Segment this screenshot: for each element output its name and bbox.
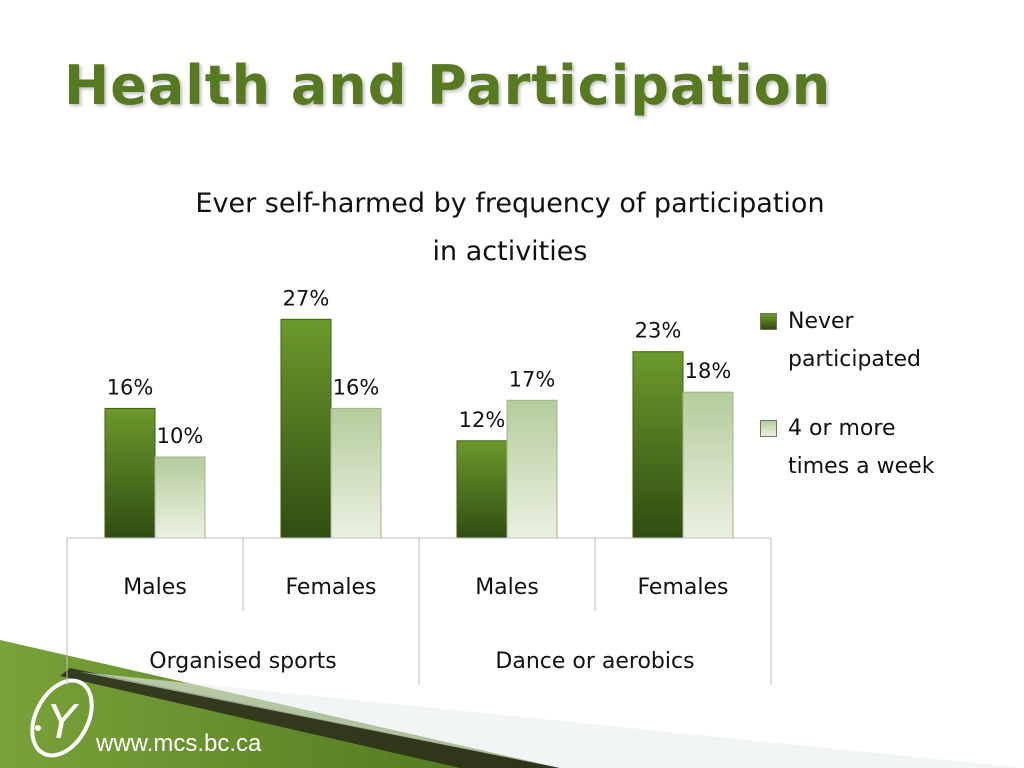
legend-label-line: Never <box>788 309 854 334</box>
bar-never-0 <box>104 407 156 539</box>
data-label: 27% <box>283 286 330 310</box>
legend-item-never-participated: Never participated <box>760 303 968 379</box>
bar-frequent-0 <box>154 456 206 539</box>
legend-label-line: times a week <box>788 454 935 479</box>
bar-frequent-2 <box>506 399 558 539</box>
slide-title: Health and Participation <box>64 54 832 117</box>
bar-never-3 <box>632 351 684 539</box>
bar-never-2 <box>456 440 508 539</box>
footer-light-stripe <box>80 672 1024 768</box>
legend-label-line: participated <box>788 347 922 372</box>
data-label: 17% <box>509 367 556 391</box>
category-label: Males <box>475 575 539 600</box>
category-axis: Males Females Males Females Organised sports… <box>66 537 772 685</box>
data-label: 23% <box>635 319 682 343</box>
legend-label-4-or-more: 4 or more times a week <box>788 410 968 486</box>
category-label: Females <box>637 575 728 600</box>
chart-title: Ever self-harmed by frequency of partici… <box>130 180 890 276</box>
data-label: 18% <box>685 359 732 383</box>
logo: Y <box>30 678 94 758</box>
logo-ring <box>30 678 94 758</box>
footer-url[interactable]: www.mcs.bc.ca <box>96 730 262 757</box>
group-label: Dance or aerobics <box>495 649 694 674</box>
data-label: 16% <box>107 375 154 399</box>
category-label: Males <box>123 575 187 600</box>
bar-frequent-1 <box>330 407 382 539</box>
legend-swatch-never-participated <box>760 313 777 330</box>
legend-label-never-participated: Never participated <box>788 303 968 379</box>
legend-label-line: 4 or more <box>788 416 896 441</box>
chart-title-line-2: in activities <box>432 236 588 267</box>
chart-title-line-1: Ever self-harmed by frequency of partici… <box>195 188 825 219</box>
legend-swatch-4-or-more <box>760 420 777 437</box>
bars-layer: 16% 10% 27% 16% 12%17% 23%18% <box>104 286 734 539</box>
data-label: 12% <box>459 408 506 432</box>
legend-item-4-or-more: 4 or more times a week <box>760 410 968 486</box>
logo-dot <box>35 725 41 731</box>
group-label: Organised sports <box>149 649 336 674</box>
bar-frequent-3 <box>682 391 734 539</box>
bar-never-1 <box>280 318 332 539</box>
data-label: 10% <box>157 424 204 448</box>
category-label: Females <box>285 575 376 600</box>
footer-decoration <box>0 640 1024 768</box>
logo-letter: Y <box>48 695 80 749</box>
data-label: 16% <box>333 375 380 399</box>
